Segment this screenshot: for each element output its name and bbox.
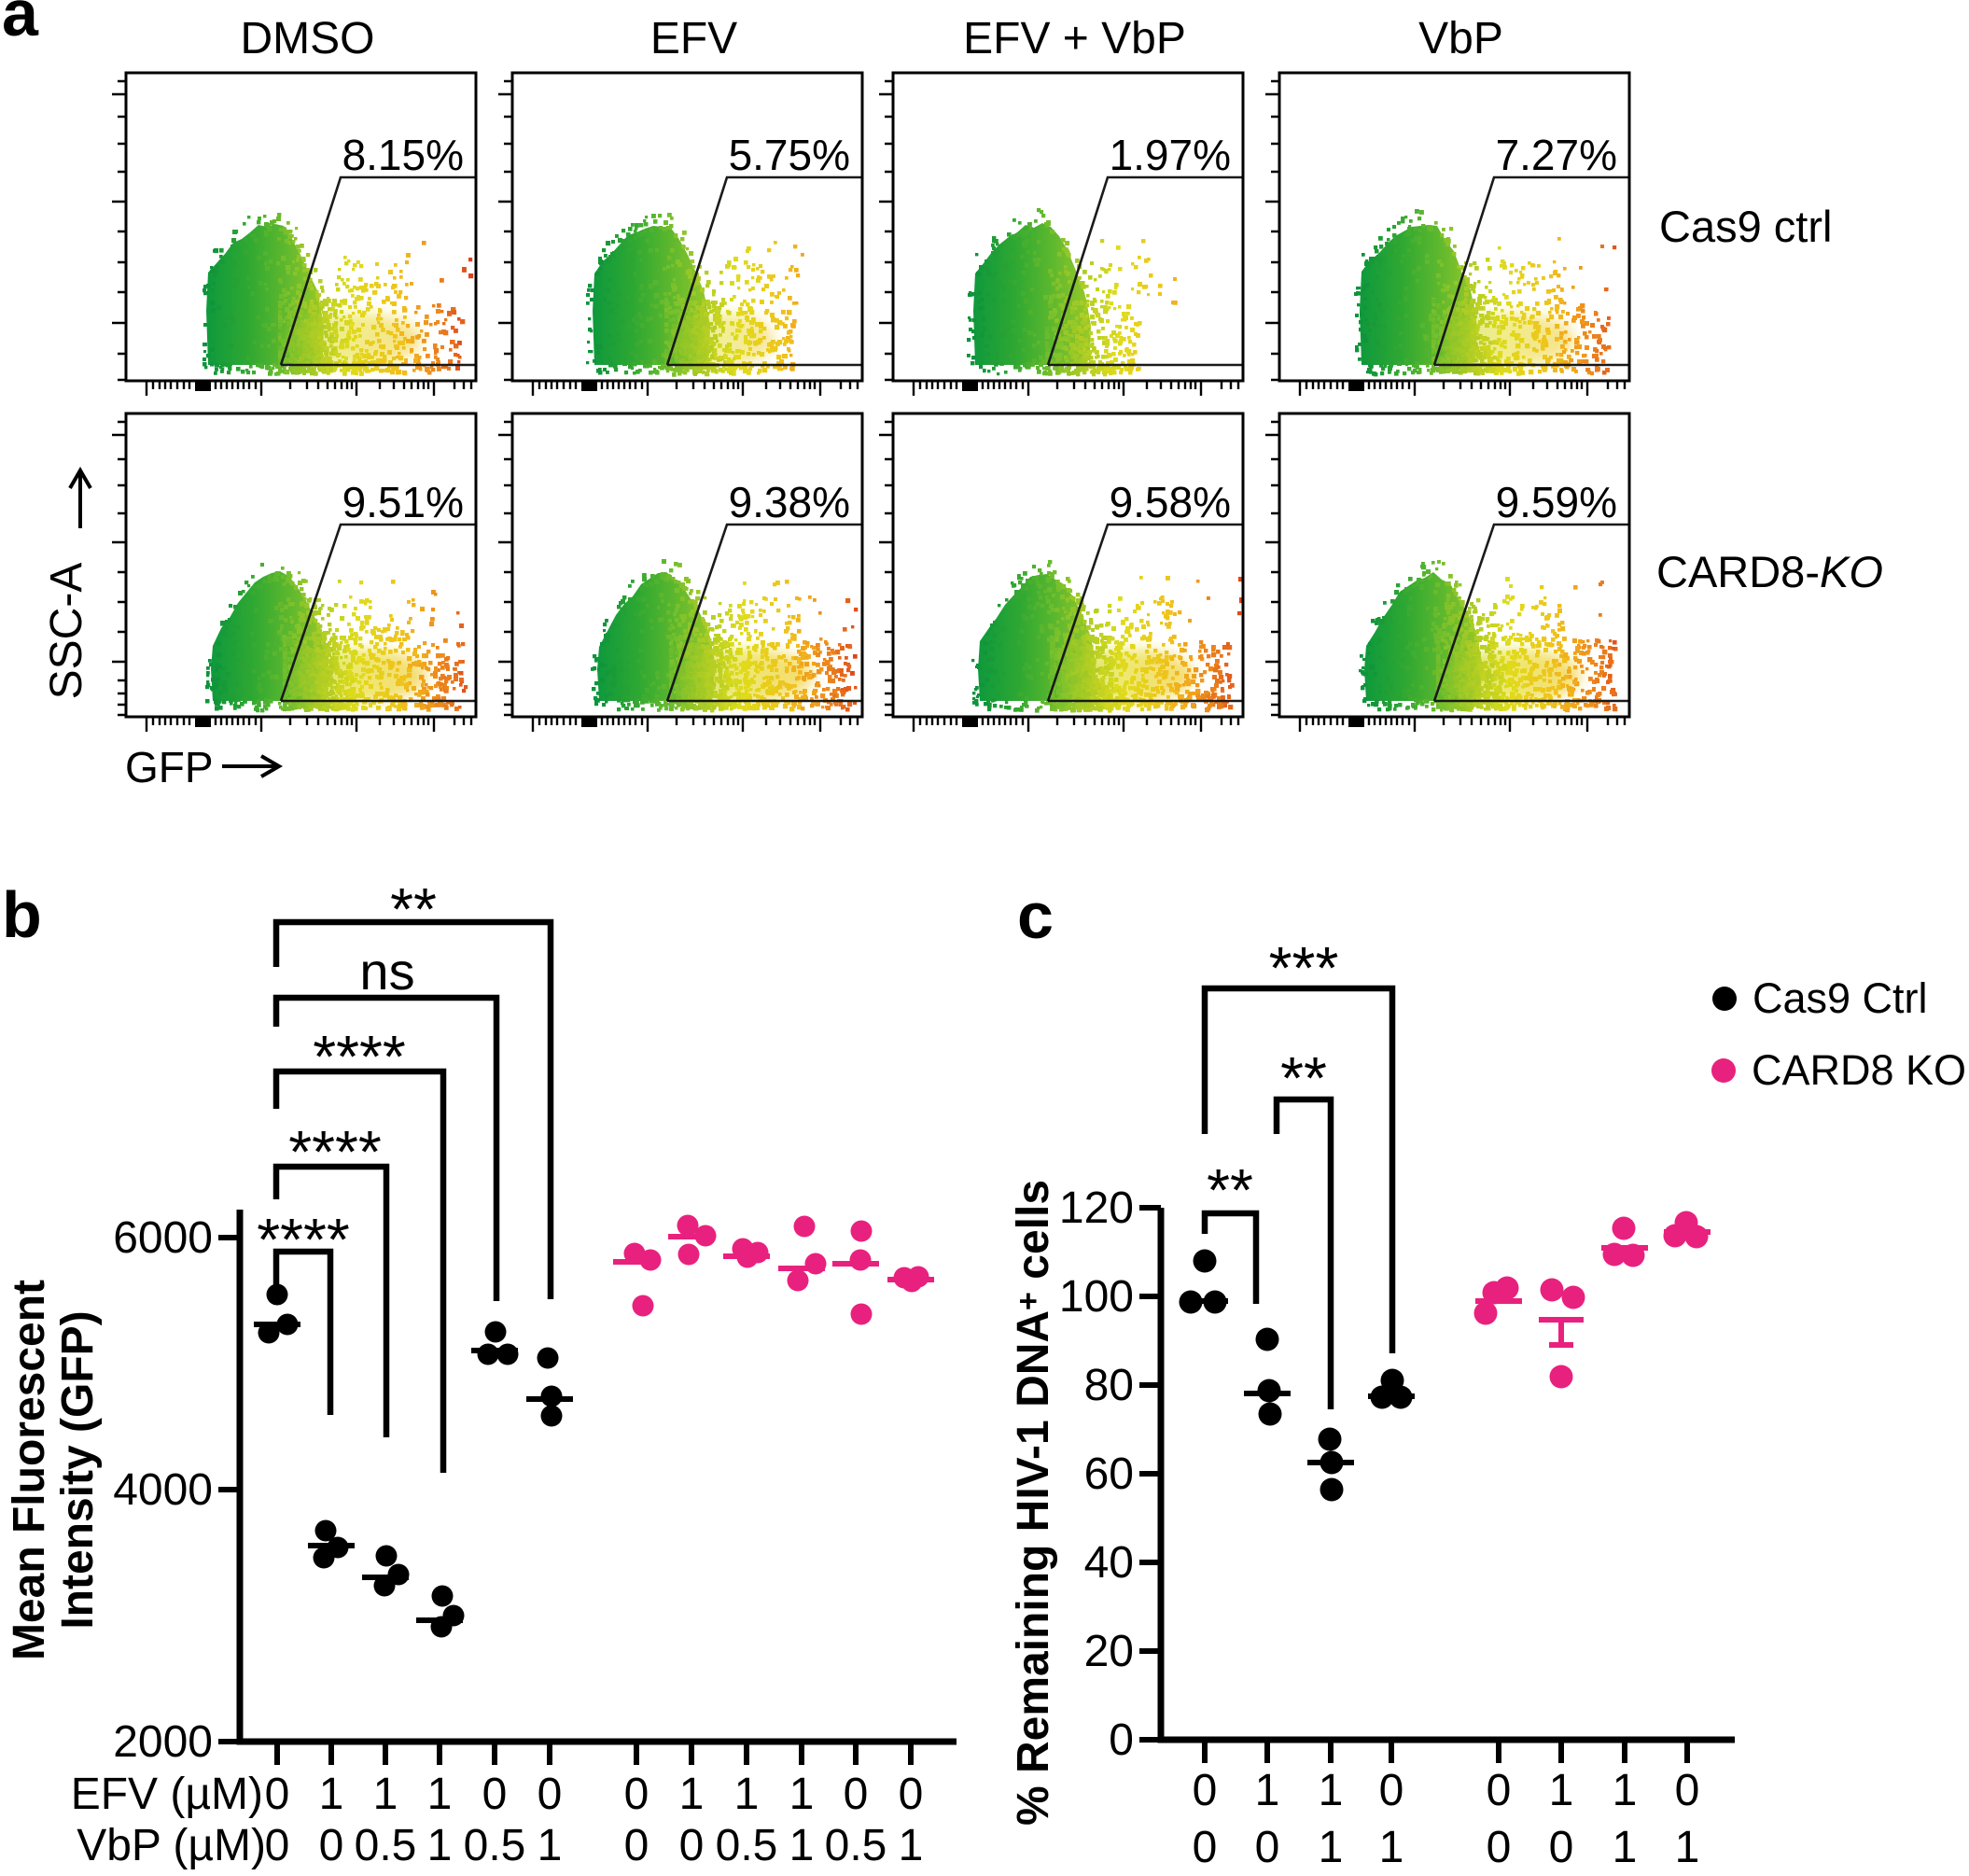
svg-text:9.51%: 9.51% xyxy=(342,478,464,526)
svg-text:0: 0 xyxy=(319,1821,344,1870)
svg-text:60: 60 xyxy=(1084,1449,1134,1499)
svg-text:% Remaining HIV-1 DNA+ cells: % Remaining HIV-1 DNA+ cells xyxy=(1009,1180,1058,1826)
svg-text:c: c xyxy=(1017,879,1054,952)
svg-text:1: 1 xyxy=(538,1821,563,1870)
svg-text:80: 80 xyxy=(1084,1361,1134,1410)
svg-text:0: 0 xyxy=(1675,1766,1700,1815)
svg-text:SSC-A: SSC-A xyxy=(42,563,91,700)
svg-text:CARD8-KO: CARD8-KO xyxy=(1656,547,1883,596)
svg-text:CARD8 KO: CARD8 KO xyxy=(1752,1046,1966,1094)
svg-text:20: 20 xyxy=(1084,1627,1134,1676)
svg-text:1: 1 xyxy=(427,1821,453,1870)
svg-text:0: 0 xyxy=(624,1821,649,1870)
svg-text:0.5: 0.5 xyxy=(464,1821,526,1870)
svg-text:120: 120 xyxy=(1059,1183,1134,1233)
svg-text:1: 1 xyxy=(1319,1766,1344,1815)
svg-text:0: 0 xyxy=(1487,1823,1512,1871)
svg-text:7.27%: 7.27% xyxy=(1496,131,1617,179)
svg-text:100: 100 xyxy=(1059,1272,1134,1322)
svg-text:Cas9 ctrl: Cas9 ctrl xyxy=(1659,202,1832,251)
svg-text:0: 0 xyxy=(899,1770,924,1819)
svg-text:**: ** xyxy=(390,875,437,943)
svg-text:1: 1 xyxy=(319,1770,344,1819)
svg-text:ns: ns xyxy=(359,942,414,1001)
svg-text:DMSO: DMSO xyxy=(241,14,375,63)
svg-text:1: 1 xyxy=(1675,1823,1700,1871)
svg-text:1.97%: 1.97% xyxy=(1110,131,1231,179)
svg-text:40: 40 xyxy=(1084,1538,1134,1588)
svg-text:1: 1 xyxy=(1613,1823,1638,1871)
svg-text:1: 1 xyxy=(734,1770,760,1819)
svg-text:GFP: GFP xyxy=(125,743,214,791)
svg-text:5.75%: 5.75% xyxy=(729,131,850,179)
svg-text:0: 0 xyxy=(1549,1823,1574,1871)
svg-text:0: 0 xyxy=(1109,1715,1134,1765)
svg-text:1: 1 xyxy=(789,1770,815,1819)
svg-text:1: 1 xyxy=(373,1770,398,1819)
svg-text:**: ** xyxy=(1280,1044,1327,1112)
svg-text:1: 1 xyxy=(1319,1823,1344,1871)
svg-text:2000: 2000 xyxy=(113,1717,213,1767)
svg-text:0: 0 xyxy=(265,1770,290,1819)
svg-text:0.5: 0.5 xyxy=(355,1821,417,1870)
svg-text:1: 1 xyxy=(1379,1823,1404,1871)
svg-text:0: 0 xyxy=(1193,1823,1218,1871)
svg-text:9.59%: 9.59% xyxy=(1496,478,1617,526)
svg-text:1: 1 xyxy=(679,1770,705,1819)
svg-text:8.15%: 8.15% xyxy=(342,131,464,179)
svg-text:EFV (µM): EFV (µM) xyxy=(71,1770,263,1819)
svg-text:1: 1 xyxy=(899,1821,924,1870)
svg-text:9.58%: 9.58% xyxy=(1110,478,1231,526)
svg-text:****: **** xyxy=(288,1118,382,1185)
svg-text:1: 1 xyxy=(427,1770,453,1819)
svg-text:b: b xyxy=(2,878,42,951)
svg-text:0: 0 xyxy=(1379,1766,1404,1815)
svg-text:a: a xyxy=(2,0,39,49)
svg-text:****: **** xyxy=(313,1023,406,1090)
svg-text:0: 0 xyxy=(679,1821,705,1870)
svg-text:0: 0 xyxy=(482,1770,508,1819)
svg-text:VbP (µM): VbP (µM) xyxy=(77,1821,266,1870)
svg-text:9.38%: 9.38% xyxy=(729,478,850,526)
svg-text:0: 0 xyxy=(624,1770,649,1819)
svg-text:EFV + VbP: EFV + VbP xyxy=(963,14,1186,63)
svg-text:0: 0 xyxy=(265,1821,290,1870)
svg-text:Mean FluorescentIntensity (GFP: Mean FluorescentIntensity (GFP) xyxy=(5,1280,103,1660)
svg-text:4000: 4000 xyxy=(113,1465,213,1515)
svg-text:0.5: 0.5 xyxy=(825,1821,887,1870)
svg-text:0: 0 xyxy=(538,1770,563,1819)
svg-text:1: 1 xyxy=(1549,1766,1574,1815)
svg-text:Cas9 Ctrl: Cas9 Ctrl xyxy=(1753,974,1928,1022)
svg-text:0: 0 xyxy=(1255,1823,1280,1871)
svg-text:1: 1 xyxy=(1613,1766,1638,1815)
svg-text:6000: 6000 xyxy=(113,1213,213,1263)
svg-text:**: ** xyxy=(1207,1156,1253,1224)
svg-text:0: 0 xyxy=(1487,1766,1512,1815)
svg-text:1: 1 xyxy=(1255,1766,1280,1815)
svg-text:****: **** xyxy=(257,1206,350,1273)
svg-text:VbP: VbP xyxy=(1418,14,1503,63)
svg-text:EFV: EFV xyxy=(650,14,737,63)
svg-text:0: 0 xyxy=(844,1770,869,1819)
svg-text:***: *** xyxy=(1269,934,1339,1001)
svg-text:1: 1 xyxy=(789,1821,815,1870)
svg-text:0: 0 xyxy=(1193,1766,1218,1815)
svg-text:0.5: 0.5 xyxy=(716,1821,778,1870)
